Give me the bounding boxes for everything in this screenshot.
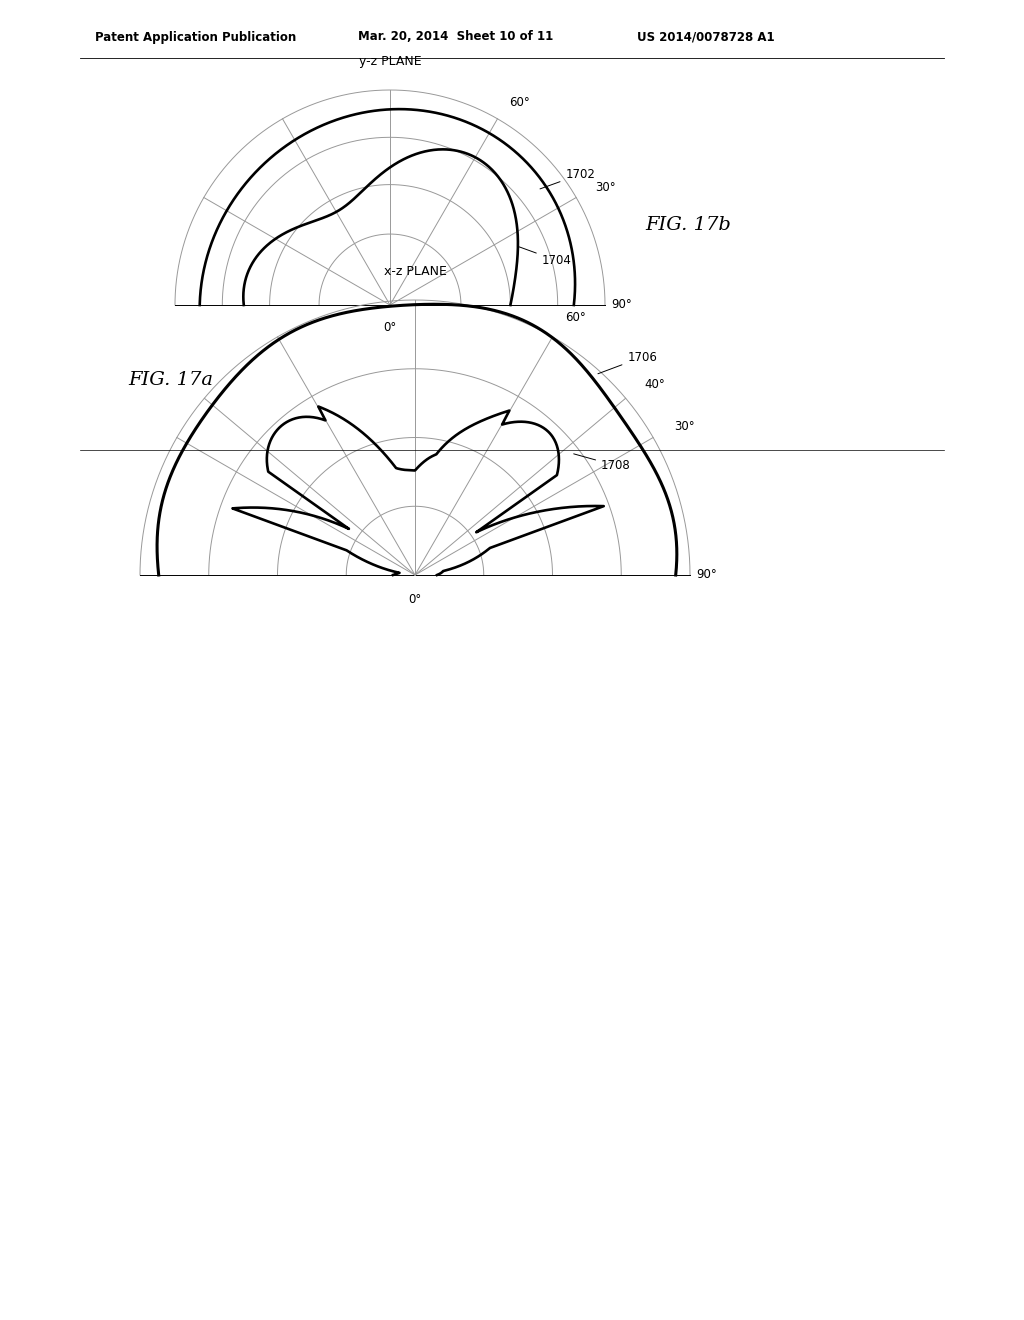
Text: 90°: 90° (611, 298, 632, 312)
Text: Mar. 20, 2014  Sheet 10 of 11: Mar. 20, 2014 Sheet 10 of 11 (358, 30, 553, 44)
Text: 90°: 90° (696, 569, 717, 582)
Text: y-z PLANE: y-z PLANE (358, 55, 421, 69)
Text: FIG. 17a: FIG. 17a (128, 371, 213, 389)
Text: 1706: 1706 (598, 351, 657, 374)
Text: 0°: 0° (409, 593, 422, 606)
Text: US 2014/0078728 A1: US 2014/0078728 A1 (637, 30, 774, 44)
Text: 0°: 0° (383, 321, 396, 334)
Text: FIG. 17b: FIG. 17b (645, 216, 731, 234)
Text: 1702: 1702 (540, 168, 595, 189)
Text: 60°: 60° (509, 95, 530, 108)
Text: 60°: 60° (565, 312, 587, 325)
Text: Patent Application Publication: Patent Application Publication (95, 30, 296, 44)
Text: 1704: 1704 (519, 247, 571, 267)
Text: 1708: 1708 (573, 454, 631, 473)
Text: x-z PLANE: x-z PLANE (384, 265, 446, 279)
Text: 30°: 30° (595, 181, 615, 194)
Text: 30°: 30° (674, 420, 695, 433)
Text: 40°: 40° (644, 378, 666, 391)
